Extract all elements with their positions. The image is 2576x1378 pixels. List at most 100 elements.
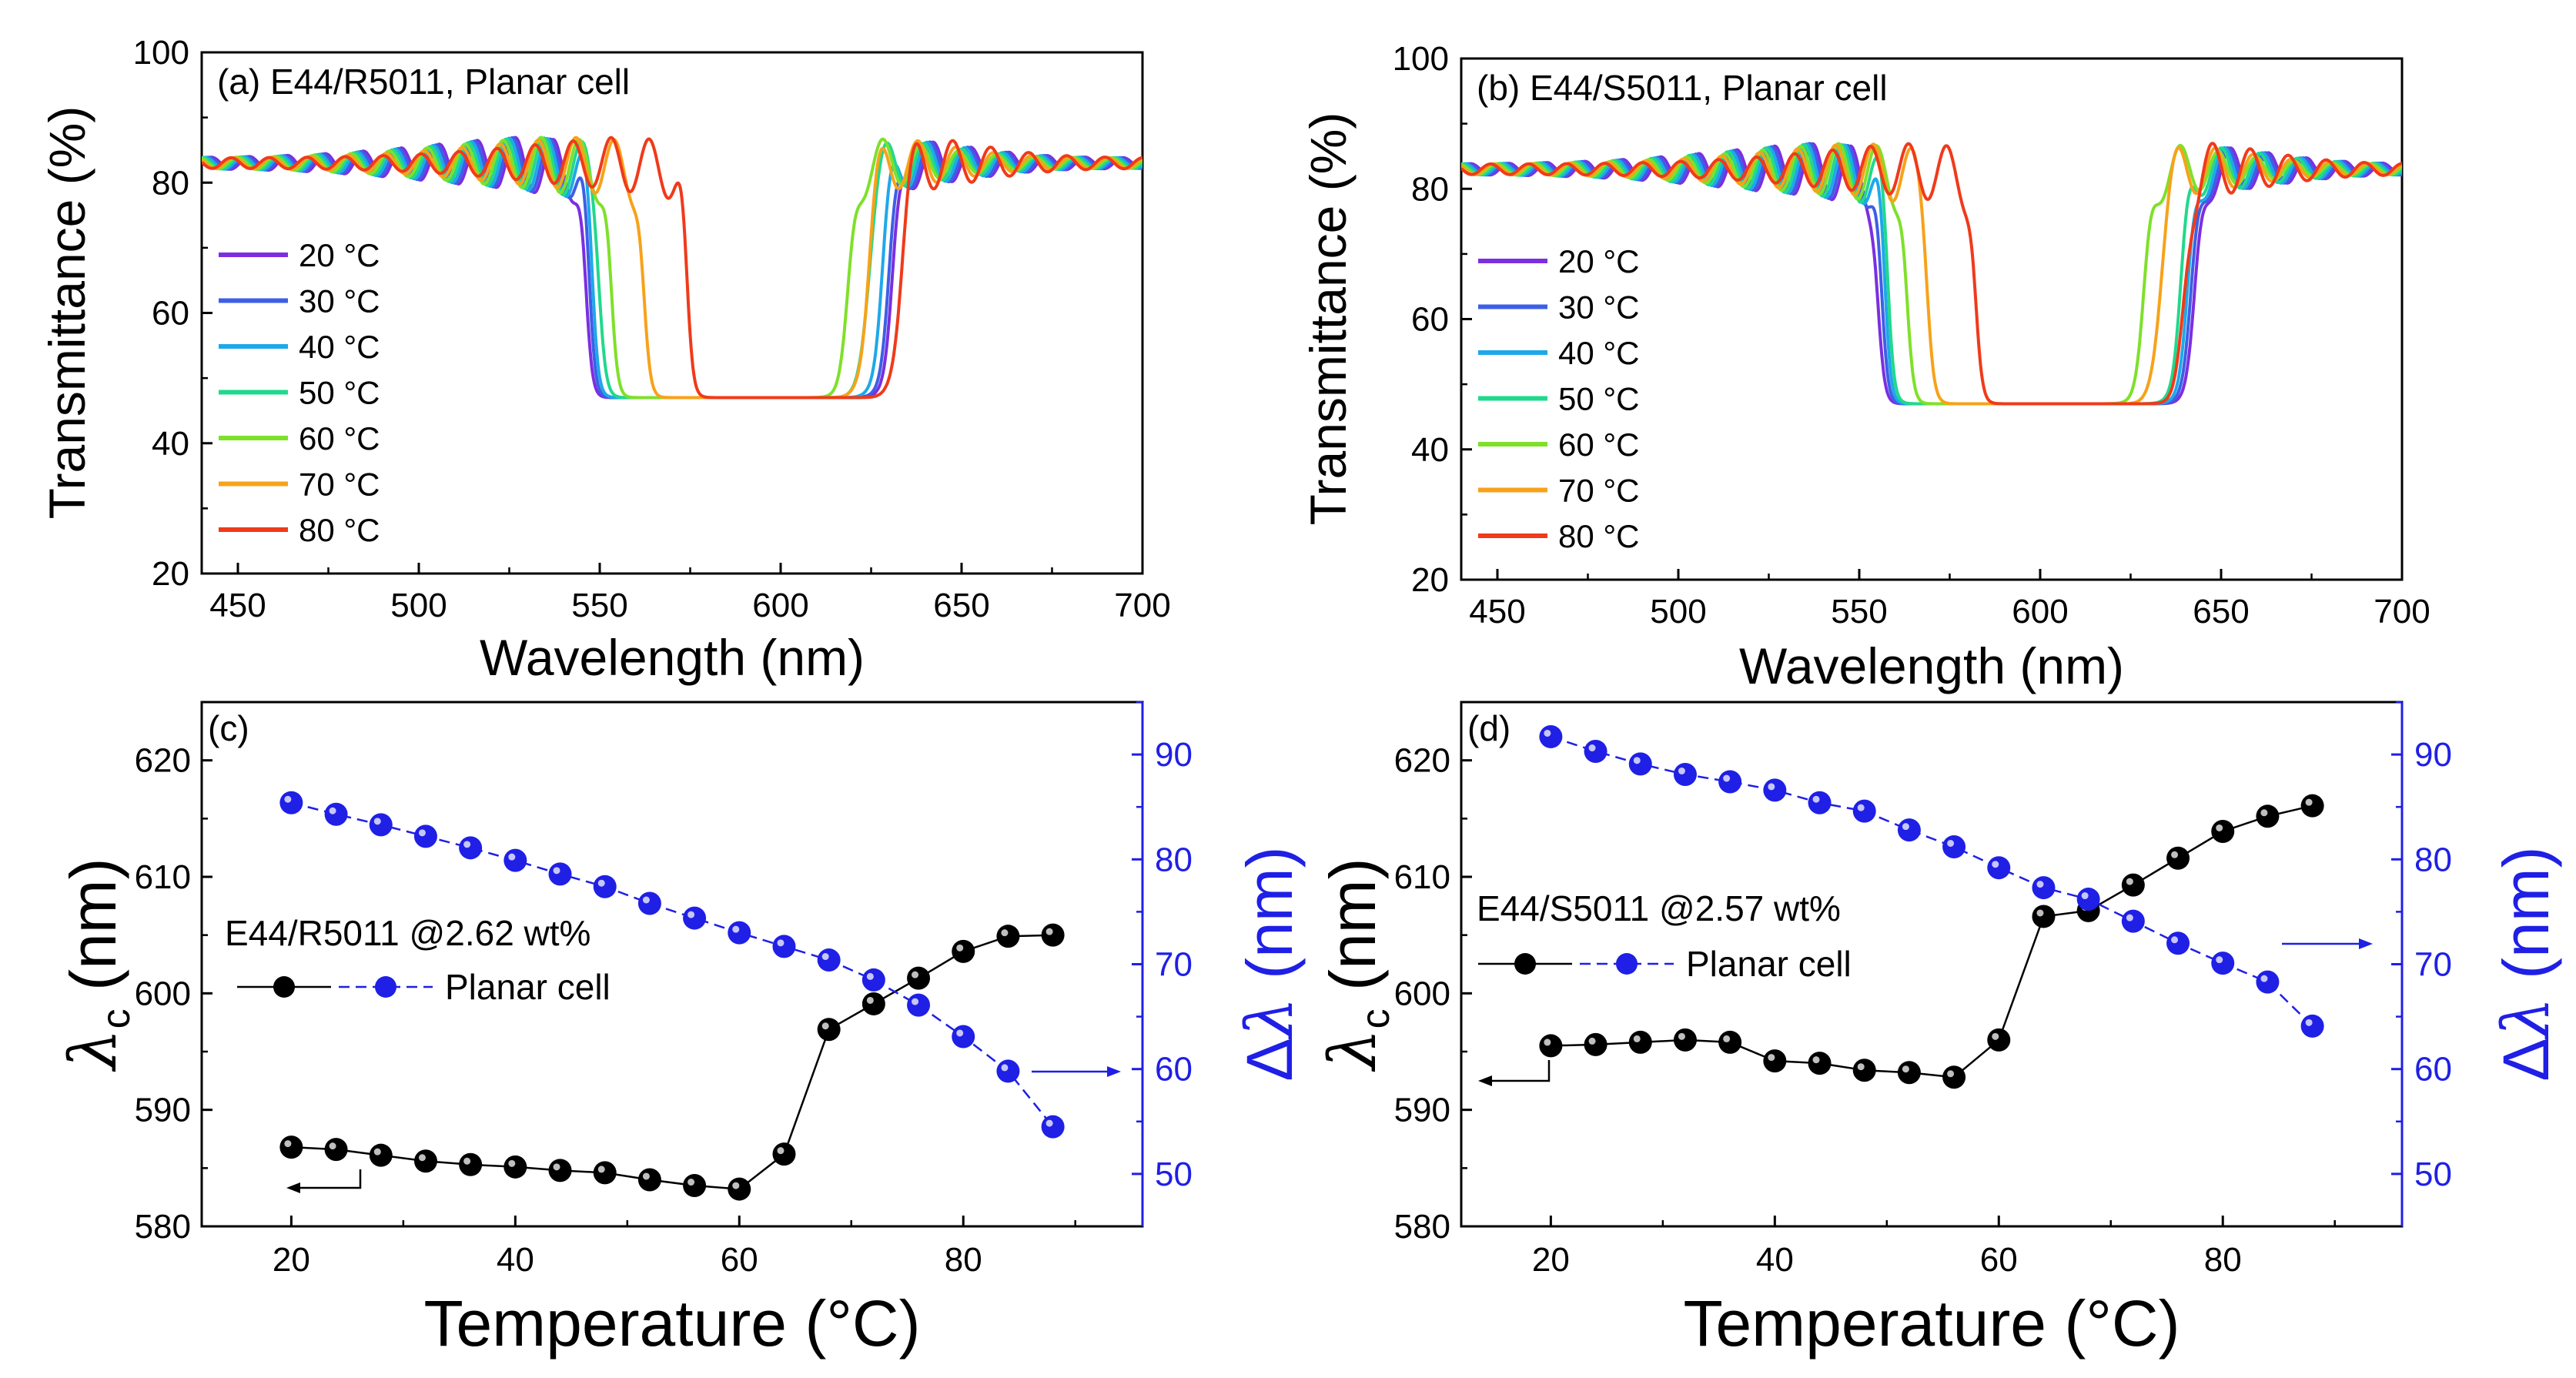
lambda-c-point (772, 1142, 796, 1166)
point-highlight (1902, 1065, 1909, 1073)
delta-lambda-point (1628, 752, 1652, 776)
lambda-c-point (1808, 1052, 1832, 1075)
point-highlight (1045, 1119, 1053, 1127)
y-left-tick-label: 610 (135, 858, 191, 896)
delta-lambda-point (1584, 740, 1607, 764)
point-highlight (2171, 936, 2179, 944)
delta-lambda-point (1673, 762, 1697, 786)
axis-ticks: 450 500 550 600 650 700 20 40 60 80 100 (1393, 40, 2430, 630)
spectrum-curve-70c (202, 135, 1142, 400)
delta-lambda-point (369, 813, 393, 837)
legend-label: 40 °C (299, 329, 380, 365)
x-tick-label: 80 (945, 1241, 982, 1279)
delta-lambda-point (324, 802, 348, 826)
point-highlight (2126, 878, 2133, 885)
y-tick-label: 60 (1411, 301, 1449, 339)
point-highlight (2305, 798, 2313, 806)
y-right-tick-label: 60 (1155, 1051, 1193, 1089)
x-tick-label: 550 (571, 587, 627, 624)
lambda-c-point (2300, 794, 2324, 818)
point-highlight (553, 867, 560, 875)
point-highlight (821, 1022, 829, 1030)
x-tick-label: 450 (1469, 593, 1525, 630)
x-tick-label: 650 (2193, 593, 2249, 630)
lambda-c-point (2211, 819, 2235, 843)
point-highlight (329, 1142, 336, 1150)
delta-lambda-point (683, 906, 707, 930)
point-highlight (1723, 1035, 1731, 1042)
point-highlight (418, 1154, 426, 1162)
sample-annotation: E44/S5011 @2.57 wt% (1477, 888, 1841, 928)
lambda-c-point (369, 1143, 393, 1167)
x-axis-title: Temperature (°C) (1683, 1287, 2180, 1360)
x-axis-title: Temperature (°C) (423, 1287, 920, 1360)
lambda-c-point (907, 966, 931, 990)
delta-lambda-point (1942, 834, 1966, 858)
x-tick-label: 600 (752, 587, 808, 624)
y-left-tick-label: 620 (1394, 742, 1450, 780)
point-highlight (1768, 783, 1775, 791)
y-tick-label: 20 (1411, 561, 1449, 599)
x-tick-label: 500 (1650, 593, 1706, 630)
point-highlight (821, 953, 829, 961)
delta-lambda-point (637, 891, 661, 915)
point-highlight (2036, 881, 2044, 888)
point-highlight (1678, 767, 1685, 774)
delta-lambda-point (2256, 970, 2280, 994)
delta-lambda-point (459, 836, 483, 860)
point-highlight (1768, 1054, 1775, 1062)
y-tick-label: 20 (152, 555, 189, 593)
legend-marker-delta-lambda (1616, 953, 1638, 975)
right-axis-arrow (1032, 1066, 1121, 1077)
lambda-c-line (291, 934, 1053, 1190)
delta-lambda-point (1852, 799, 1876, 823)
delta-lambda-point (861, 968, 885, 992)
x-tick-label: 40 (1756, 1241, 1794, 1279)
point-highlight (1544, 1039, 1551, 1046)
axis-ticks: 20 40 60 80 580 590 600 610 620 50 60 70 80 90 (135, 701, 1193, 1279)
lambda-c-point (728, 1177, 751, 1201)
x-tick-label: 500 (390, 587, 447, 624)
lambda-c-point (1852, 1059, 1876, 1082)
delta-lambda-point (1041, 1115, 1065, 1139)
point-highlight (777, 1147, 785, 1155)
lambda-c-point (548, 1159, 572, 1182)
legend-label: 80 °C (1558, 518, 1640, 554)
legend-label: 50 °C (1558, 381, 1640, 417)
delta-lambda-point (772, 935, 796, 958)
point-highlight (1947, 1070, 1955, 1078)
lambda-c-point (1987, 1028, 2011, 1052)
point-highlight (1001, 929, 1009, 937)
point-highlight (1857, 1063, 1865, 1071)
legend-label: 70 °C (1558, 473, 1640, 509)
delta-lambda-point (907, 993, 931, 1017)
legend-label: 50 °C (299, 375, 380, 411)
delta-lambda-point (2300, 1014, 2324, 1038)
y-tick-label: 100 (1393, 40, 1449, 78)
point-highlight (866, 996, 874, 1004)
point-highlight (2126, 914, 2133, 921)
lambda-c-point (324, 1138, 348, 1162)
y-right-tick-label: 50 (1155, 1156, 1193, 1193)
lambda-c-point (1718, 1030, 1742, 1054)
point-highlight (1992, 1032, 1999, 1040)
legend-label: 60 °C (299, 420, 380, 457)
x-tick-label: 600 (2012, 593, 2068, 630)
point-highlight (642, 896, 650, 904)
point-highlight (912, 971, 919, 978)
delta-lambda-line (1551, 735, 2313, 1027)
x-tick-label: 650 (933, 587, 989, 624)
point-highlight (1678, 1032, 1685, 1040)
legend-label: 60 °C (1558, 426, 1640, 463)
point-highlight (373, 818, 381, 825)
y-right-tick-label: 80 (2414, 841, 2452, 878)
legend: 20 °C 30 °C 40 °C 50 °C 60 °C 70 °C 80 °C (1478, 243, 1640, 554)
axis-ticks: 20 40 60 80 580 590 600 610 620 50 60 70 80 90 (1394, 701, 2452, 1279)
legend-label: 80 °C (299, 512, 380, 548)
lambda-c-point (2121, 873, 2145, 897)
lambda-c-point (996, 925, 1020, 948)
x-axis-title: Wavelength (nm) (1739, 637, 2124, 694)
spectrum-curve-80c (1461, 142, 2402, 406)
delta-lambda-point (279, 791, 303, 814)
panel-a-transmittance-chart: 450 500 550 600 650 700 20 40 60 80 100 (a) E44/R5… (38, 34, 1171, 686)
